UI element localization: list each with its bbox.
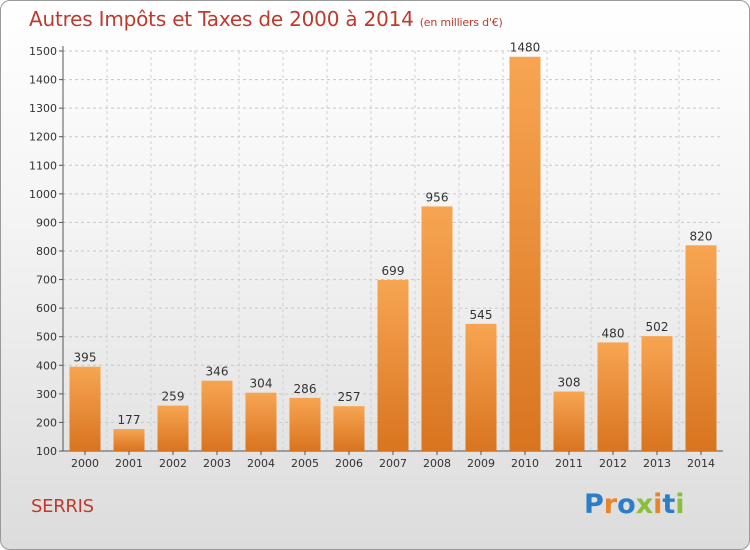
x-tick-label-2001: 2001 bbox=[115, 457, 143, 470]
x-tick-label-2008: 2008 bbox=[423, 457, 451, 470]
y-tick-label: 1000 bbox=[29, 188, 57, 201]
data-label-2002: 259 bbox=[162, 390, 185, 404]
x-tick-label-2003: 2003 bbox=[203, 457, 231, 470]
x-tick-label-2012: 2012 bbox=[599, 457, 627, 470]
bar-2012 bbox=[597, 342, 629, 451]
axes: 100 200 300 400 500 600 700 800 900 1000 1100 1200 1… bbox=[29, 45, 723, 470]
y-tick-label: 300 bbox=[36, 388, 57, 401]
logo-letter: i bbox=[675, 489, 685, 520]
y-tick-label: 500 bbox=[36, 331, 57, 344]
y-tick-label: 1200 bbox=[29, 131, 57, 144]
bar-2013 bbox=[641, 336, 673, 451]
y-tick-label: 100 bbox=[36, 445, 57, 458]
logo-letter: o bbox=[617, 489, 636, 520]
data-label-2001: 177 bbox=[118, 413, 141, 427]
bars bbox=[69, 56, 717, 451]
bar-2014 bbox=[685, 245, 717, 451]
logo-letter: r bbox=[603, 489, 618, 520]
data-label-2014: 820 bbox=[690, 229, 713, 243]
x-tick-label-2011: 2011 bbox=[555, 457, 583, 470]
data-label-2010: 1480 bbox=[510, 41, 541, 55]
city-name: SERRIS bbox=[31, 496, 94, 517]
x-tick-label-2010: 2010 bbox=[511, 457, 539, 470]
data-label-2012: 480 bbox=[602, 326, 625, 340]
data-label-2006: 257 bbox=[338, 390, 361, 404]
data-label-2009: 545 bbox=[470, 308, 493, 322]
bar-2006 bbox=[333, 406, 365, 451]
y-tick-label: 700 bbox=[36, 274, 57, 287]
bar-2009 bbox=[465, 323, 497, 451]
x-tick-label-2013: 2013 bbox=[643, 457, 671, 470]
y-tick-label: 600 bbox=[36, 302, 57, 315]
y-tick-label: 1500 bbox=[29, 45, 57, 58]
y-tick-label: 1300 bbox=[29, 102, 57, 115]
x-tick-label-2005: 2005 bbox=[291, 457, 319, 470]
data-label-2011: 308 bbox=[558, 376, 581, 390]
data-labels: 395 177 259 346 304 286 257 699 956 545 1480 308 480… bbox=[74, 41, 713, 427]
logo-letter: i bbox=[653, 489, 663, 520]
bar-2010 bbox=[509, 56, 541, 451]
x-tick-label-2004: 2004 bbox=[247, 457, 275, 470]
chart-title: Autres Impôts et Taxes de 2000 à 2014 (en… bbox=[29, 7, 503, 31]
y-tick-label: 900 bbox=[36, 216, 57, 229]
bar-2000 bbox=[69, 366, 101, 451]
logo-letter: P bbox=[584, 489, 604, 520]
logo-letter: x bbox=[635, 489, 654, 520]
x-tick-label-2000: 2000 bbox=[71, 457, 99, 470]
bar-2001 bbox=[113, 429, 145, 451]
x-tick-label-2006: 2006 bbox=[335, 457, 363, 470]
x-tick-label-2007: 2007 bbox=[379, 457, 407, 470]
data-label-2000: 395 bbox=[74, 351, 97, 365]
data-label-2013: 502 bbox=[646, 320, 669, 334]
bar-2003 bbox=[201, 380, 233, 451]
logo-letter: t bbox=[662, 489, 676, 520]
bar-2004 bbox=[245, 392, 277, 451]
chart-title-text: Autres Impôts et Taxes de 2000 à 2014 bbox=[29, 7, 414, 31]
chart-subtitle: (en milliers d'€) bbox=[419, 16, 503, 29]
bar-2007 bbox=[377, 279, 409, 451]
data-label-2005: 286 bbox=[294, 382, 317, 396]
bar-2008 bbox=[421, 206, 453, 451]
y-tick-label: 200 bbox=[36, 416, 57, 429]
data-label-2007: 699 bbox=[382, 264, 405, 278]
y-tick-label: 400 bbox=[36, 359, 57, 372]
data-label-2008: 956 bbox=[426, 190, 449, 204]
bar-2002 bbox=[157, 405, 189, 451]
y-tick-label: 1400 bbox=[29, 74, 57, 87]
data-label-2003: 346 bbox=[206, 365, 229, 379]
x-tick-label-2002: 2002 bbox=[159, 457, 187, 470]
y-tick-label: 800 bbox=[36, 245, 57, 258]
data-label-2004: 304 bbox=[250, 377, 273, 391]
bar-2011 bbox=[553, 391, 585, 451]
x-tick-label-2014: 2014 bbox=[687, 457, 715, 470]
x-tick-label-2009: 2009 bbox=[467, 457, 495, 470]
bar-2005 bbox=[289, 397, 321, 451]
y-tick-label: 1100 bbox=[29, 159, 57, 172]
proxiti-logo: Proxiti bbox=[584, 489, 685, 520]
